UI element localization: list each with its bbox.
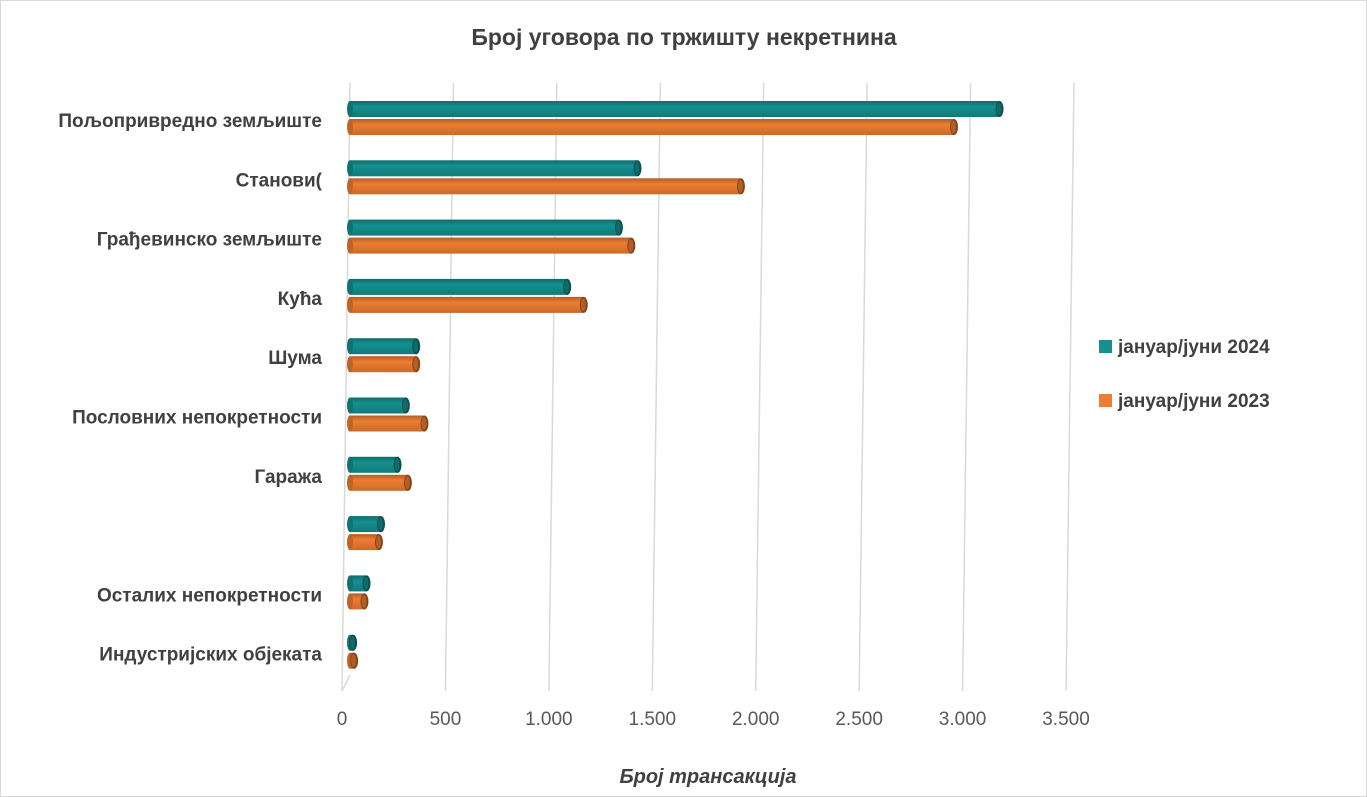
x-tick-label: 2.500 — [835, 709, 883, 730]
x-tick-labels: 0 500 1.000 1.500 2.000 2.500 3.000 3.500 — [337, 709, 1090, 730]
x-tick-label: 500 — [430, 709, 462, 730]
bar-2023 — [347, 415, 429, 432]
bars — [347, 101, 1004, 669]
bar-2024 — [347, 516, 386, 533]
bar-2024 — [347, 634, 358, 651]
gridline — [754, 82, 765, 692]
bar-2024 — [347, 278, 572, 295]
x-tick-label: 2.000 — [732, 709, 780, 730]
chart-title: Број уговора по тржишту некретнина — [471, 24, 897, 50]
category-label: Пољопривредно земљиште — [58, 111, 322, 132]
bar-2024 — [347, 160, 642, 177]
gridline — [1065, 82, 1075, 692]
bar-2024 — [347, 338, 421, 355]
category-label: Гаража — [254, 467, 322, 488]
x-tick-label: 1.500 — [629, 709, 677, 730]
category-label: Индустријских објеката — [99, 645, 322, 666]
legend-label: јануар/јуни 2024 — [1117, 337, 1270, 358]
bar-2024 — [347, 397, 410, 414]
bar-2024 — [347, 219, 623, 236]
bar-2023 — [347, 534, 383, 551]
category-label: Станови( — [236, 170, 323, 191]
bar-2023 — [347, 474, 412, 491]
legend-label: јануар/јуни 2023 — [1117, 391, 1270, 412]
axis-floor — [341, 674, 351, 692]
bar-2024 — [347, 101, 1004, 117]
gridline — [961, 82, 972, 692]
legend: јануар/јуни 2024 јануар/јуни 2023 — [1099, 337, 1270, 412]
legend-swatch — [1099, 394, 1112, 407]
bar-2023 — [347, 119, 959, 135]
bar-2023 — [347, 652, 359, 669]
legend-swatch — [1099, 340, 1112, 353]
category-labels: Пољопривредно земљиште Станови( Грађевинск… — [58, 111, 322, 666]
bar-2024 — [347, 456, 402, 473]
category-label: Грађевинско земљиште — [97, 230, 322, 251]
bar-2023 — [347, 237, 636, 254]
x-tick-label: 3.500 — [1042, 709, 1090, 730]
category-label: Осталих непокретности — [97, 585, 322, 606]
bar-2023 — [347, 178, 745, 195]
bar-2023 — [347, 593, 369, 610]
bar-2023 — [347, 296, 588, 313]
x-tick-label: 1.000 — [525, 709, 573, 730]
x-axis-label: Број трансакција — [619, 766, 796, 788]
gridline — [858, 82, 868, 692]
x-tick-label: 3.000 — [939, 709, 987, 730]
bar-2024 — [347, 575, 371, 592]
x-tick-label: 0 — [337, 709, 348, 730]
category-label: Пословних непокретности — [72, 408, 322, 429]
bar-2023 — [347, 356, 421, 373]
category-label: Кућа — [278, 289, 323, 310]
category-label: Шума — [268, 348, 322, 369]
gridline — [651, 82, 662, 692]
